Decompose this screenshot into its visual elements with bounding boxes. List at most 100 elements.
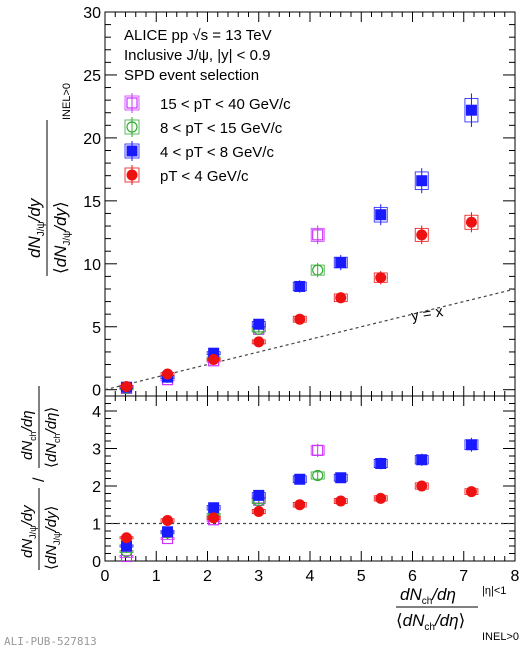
legend-syst-box xyxy=(124,167,140,183)
x-tick-label: 8 xyxy=(511,568,520,585)
top-y-tick-label: 10 xyxy=(83,257,101,274)
annotation-line-3: SPD event selection xyxy=(124,67,259,84)
ratio-data-point xyxy=(465,439,477,451)
top-y-tick-label: 5 xyxy=(92,320,101,337)
legend-marker xyxy=(126,121,138,133)
legend-syst-box xyxy=(124,95,140,111)
top-syst-box xyxy=(414,171,429,190)
svg-text:INEL>0: INEL>0 xyxy=(61,83,73,120)
ratio-y-tick-label: 1 xyxy=(92,517,101,534)
top-data-point xyxy=(294,280,306,292)
top-data-point xyxy=(375,272,387,284)
ratio-data-point xyxy=(294,499,306,511)
ratio-data-point xyxy=(416,454,428,466)
svg-text:/: / xyxy=(31,477,48,482)
ratio-data-point xyxy=(121,540,133,552)
ratio-y-tick-label: 0 xyxy=(92,554,101,571)
top-y-axis-title: dNJ/ψ/dy ⟨dNJ/ψ/dy⟩ INEL>0 xyxy=(25,83,73,276)
top-y-tick-label: 25 xyxy=(83,68,101,85)
svg-text:⟨dNch/dη⟩: ⟨dNch/dη⟩ xyxy=(396,611,465,633)
top-syst-box xyxy=(310,227,325,242)
legend-label: 4 < pT < 8 GeV/c xyxy=(160,144,274,161)
top-data-point xyxy=(416,175,428,187)
ratio-y-tick-label: 4 xyxy=(92,404,101,421)
ratio-data-point xyxy=(121,532,133,544)
ratio-data-point xyxy=(312,444,324,456)
x-tick-label: 2 xyxy=(203,568,212,585)
top-y-tick-label: 0 xyxy=(92,383,101,400)
ratio-data-point xyxy=(162,526,174,538)
x-tick-label: 4 xyxy=(306,568,315,585)
top-syst-box xyxy=(373,206,388,223)
svg-text:dNJ/ψ/dy: dNJ/ψ/dy xyxy=(19,504,38,558)
ratio-data-point xyxy=(375,458,387,469)
svg-text:INEL>0: INEL>0 xyxy=(482,631,519,643)
ratio-data-point xyxy=(294,473,306,485)
top-data-point xyxy=(162,368,174,380)
x-axis-title: dNch/dη |η|<1 ⟨dNch/dη⟩ INEL>0 xyxy=(396,585,519,643)
x-tick-label: 6 xyxy=(408,568,417,585)
top-syst-box xyxy=(464,98,479,123)
x-tick-label: 1 xyxy=(152,568,161,585)
top-data-point xyxy=(416,229,428,241)
diagonal-label: y = x xyxy=(410,303,445,325)
svg-text:dNch/dη: dNch/dη xyxy=(19,410,38,460)
x-tick-label: 0 xyxy=(101,568,110,585)
top-data-point xyxy=(208,353,220,365)
ratio-data-point xyxy=(208,502,220,514)
top-data-point xyxy=(465,216,477,228)
annotation-line-2: Inclusive J/ψ, |y| < 0.9 xyxy=(124,47,270,64)
legend-syst-box xyxy=(124,119,140,135)
legend-syst-box xyxy=(124,143,140,159)
svg-text:⟨dNJ/ψ/dy⟩: ⟨dNJ/ψ/dy⟩ xyxy=(43,506,62,570)
svg-text:⟨dNJ/ψ/dy⟩: ⟨dNJ/ψ/dy⟩ xyxy=(51,201,73,274)
top-data-point xyxy=(465,104,477,116)
legend-marker xyxy=(126,97,138,109)
top-y-tick-label: 15 xyxy=(83,194,101,211)
ratio-syst-box xyxy=(310,471,325,480)
x-tick-label: 3 xyxy=(254,568,263,585)
ratio-data-point xyxy=(253,506,265,517)
svg-text:⟨dNch/dη⟩: ⟨dNch/dη⟩ xyxy=(43,407,62,468)
top-reference-line xyxy=(104,288,516,391)
top-data-point xyxy=(312,264,324,276)
top-data-point xyxy=(294,313,306,325)
ratio-data-point xyxy=(253,489,265,501)
x-tick-label: 5 xyxy=(357,568,366,585)
top-data-point xyxy=(253,336,265,348)
svg-text:dNJ/ψ/dy: dNJ/ψ/dy xyxy=(25,197,47,258)
legend-label: pT < 4 GeV/c xyxy=(160,168,249,185)
ratio-y-axis-title: dNJ/ψ/dy ⟨dNJ/ψ/dy⟩ / dNch/dη ⟨dNch/dη⟩ xyxy=(19,386,62,570)
ratio-data-point xyxy=(416,480,428,492)
top-y-tick-label: 20 xyxy=(83,131,101,148)
top-data-point xyxy=(208,347,220,359)
x-tick-label: 7 xyxy=(459,568,468,585)
legend-label: 8 < pT < 15 GeV/c xyxy=(160,120,283,137)
top-data-point xyxy=(335,257,347,269)
ratio-data-point xyxy=(375,492,387,504)
ratio-syst-box xyxy=(119,555,134,558)
ratio-data-point xyxy=(335,495,347,507)
ratio-y-tick-label: 3 xyxy=(92,442,101,459)
ratio-data-point xyxy=(312,469,324,482)
legend-marker xyxy=(126,145,138,157)
svg-text:|η|<1: |η|<1 xyxy=(482,585,506,597)
ratio-data-point xyxy=(162,515,174,526)
annotation-line-1: ALICE pp √s = 13 TeV xyxy=(124,27,272,44)
top-data-point xyxy=(335,292,347,304)
ratio-data-point xyxy=(208,512,220,524)
top-syst-box xyxy=(414,227,429,242)
legend-marker xyxy=(126,169,138,181)
top-y-tick-label: 30 xyxy=(83,5,101,22)
top-data-point xyxy=(375,209,387,221)
top-syst-box xyxy=(464,214,479,230)
svg-text:dNch/dη: dNch/dη xyxy=(400,585,456,607)
top-data-point xyxy=(312,229,324,241)
top-data-point xyxy=(253,318,265,330)
watermark: ALI-PUB-527813 xyxy=(4,635,97,648)
ratio-y-tick-label: 2 xyxy=(92,479,101,496)
ratio-data-point xyxy=(335,472,347,484)
legend-label: 15 < pT < 40 GeV/c xyxy=(160,96,291,113)
ratio-data-point xyxy=(465,486,477,498)
